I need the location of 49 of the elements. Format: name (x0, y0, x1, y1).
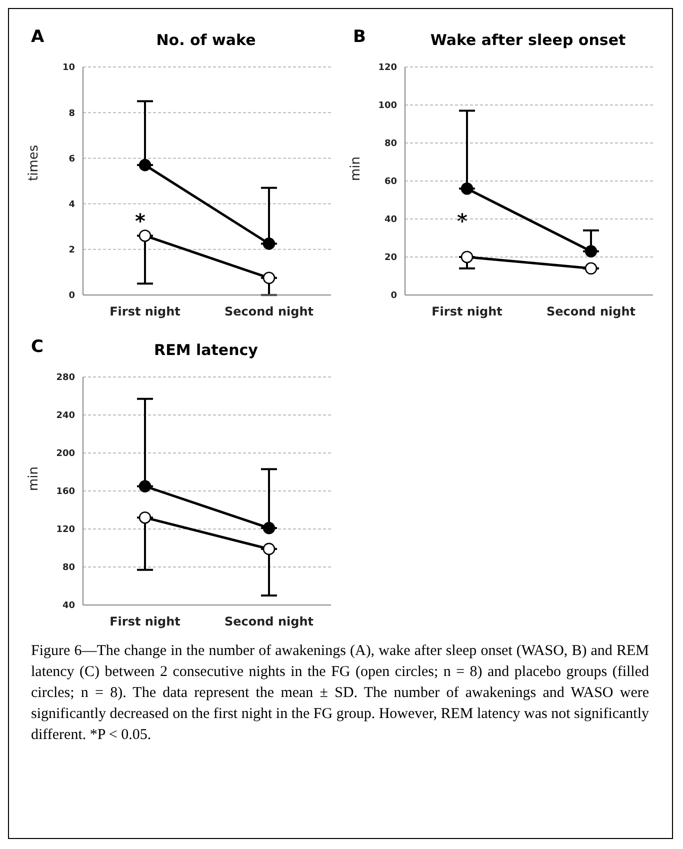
y-tick-label: 200 (56, 449, 75, 460)
chart-title: REM latency (153, 341, 259, 359)
point (460, 182, 474, 195)
point (262, 542, 276, 556)
y-axis-title: min (348, 156, 364, 181)
text: A (31, 27, 44, 47)
y-tick-label: 8 (68, 108, 75, 119)
x-tick-label: First night (110, 304, 181, 319)
y-tick-label: 0 (390, 291, 397, 302)
chart-title: No. of wake (155, 31, 257, 49)
y-tick-label: 40 (384, 215, 397, 226)
chart-title: Wake after sleep onset (429, 31, 627, 49)
y-tick-label: 100 (378, 101, 397, 112)
point (262, 522, 276, 534)
y-tick-label: 80 (384, 139, 397, 150)
x-tick-label: Second night (224, 304, 314, 319)
y-tick-label: 160 (56, 487, 75, 498)
y-tick-label: 240 (56, 411, 75, 422)
point (584, 245, 598, 258)
point (584, 262, 598, 275)
y-axis-title: min (26, 466, 42, 491)
text: C (31, 337, 44, 357)
annotation: * (135, 209, 146, 233)
y-tick-label: 20 (384, 253, 397, 264)
y-tick-label: 6 (68, 154, 75, 164)
x-tick-label: First night (432, 304, 503, 319)
point (138, 158, 152, 172)
y-tick-label: 4 (68, 200, 75, 210)
x-tick-label: First night (110, 614, 181, 629)
y-tick-label: 80 (62, 563, 75, 574)
point (262, 272, 276, 284)
y-tick-label: 0 (68, 291, 75, 302)
y-tick-label: 10 (62, 63, 75, 74)
point (138, 511, 152, 524)
text: B (353, 27, 366, 47)
y-tick-label: 60 (384, 177, 397, 188)
y-tick-label: 40 (62, 601, 75, 612)
y-tick-label: 2 (68, 246, 75, 256)
point (262, 238, 276, 250)
caption: Figure 6—The change in the number of awakenings (A), wake after sleep onset (WASO, B) and REM latency (C) between 2 consecutive nights in the FG (open circles; n = 8) and placebo groups (filled circles; n = 8). The data represent the mean ± SD. The number of awakenings and WASO were significantly decreased on the first night in the FG group. However, REM latency was not significantly different. *P < 0.05. (31, 642, 650, 745)
y-axis-title: times (26, 144, 42, 181)
x-tick-label: Second night (224, 614, 314, 629)
y-tick-label: 120 (378, 63, 397, 74)
y-tick-label: 120 (56, 525, 75, 536)
point (138, 480, 152, 492)
x-tick-label: Second night (546, 304, 636, 319)
point (460, 250, 474, 264)
point (138, 230, 152, 242)
y-tick-label: 280 (56, 373, 75, 384)
